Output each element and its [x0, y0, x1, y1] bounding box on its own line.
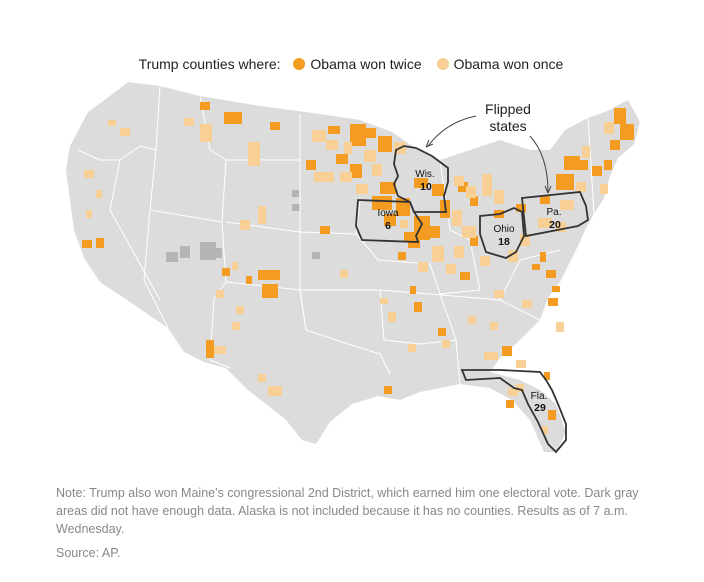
state-ev-ohio: 18 [498, 236, 510, 248]
wisconsin-outline [393, 145, 449, 213]
florida-outline [460, 369, 567, 454]
state-label-florida: Fla. [531, 391, 548, 402]
footnote: Note: Trump also won Maine's congression… [56, 486, 639, 536]
arrow-to-pennsylvania [529, 135, 549, 193]
state-label-ohio: Ohio [493, 224, 515, 235]
map-legend: Trump counties where: Obama won twice Ob… [0, 56, 704, 72]
state-ev-wisconsin: 10 [420, 181, 432, 193]
pennsylvania-outline [521, 191, 589, 238]
arrow-to-wisconsin [427, 115, 477, 147]
legend-swatch-won-twice [293, 58, 306, 70]
state-label-iowa: Iowa [377, 208, 399, 219]
annotation-line-2: states [489, 118, 526, 134]
counties-obama-won-once [84, 118, 614, 434]
state-ev-florida: 29 [534, 402, 546, 414]
counties-obama-won-twice [82, 102, 634, 420]
state-ev-pennsylvania: 20 [549, 219, 561, 231]
no-data-areas [166, 190, 320, 262]
legend-title: Trump counties where: [138, 56, 281, 72]
annotation-arrows [425, 115, 552, 194]
flipped-state-outlines [355, 145, 589, 454]
legend-label-won-once: Obama won once [453, 56, 564, 72]
state-label-wisconsin: Wis. [415, 169, 434, 180]
source-line: Source: AP. [56, 546, 121, 560]
state-ev-iowa: 6 [385, 220, 391, 232]
iowa-outline [355, 199, 424, 243]
legend-label-won-twice: Obama won twice [310, 56, 422, 72]
legend-swatch-won-once [436, 58, 449, 70]
annotation-line-1: Flipped [485, 101, 531, 117]
us-county-map: Wis. 10 Iowa 6 Ohio 18 Pa. 20 Fla. 29 Fl… [66, 82, 640, 454]
ohio-outline [479, 207, 525, 259]
state-label-pennsylvania: Pa. [546, 207, 561, 218]
